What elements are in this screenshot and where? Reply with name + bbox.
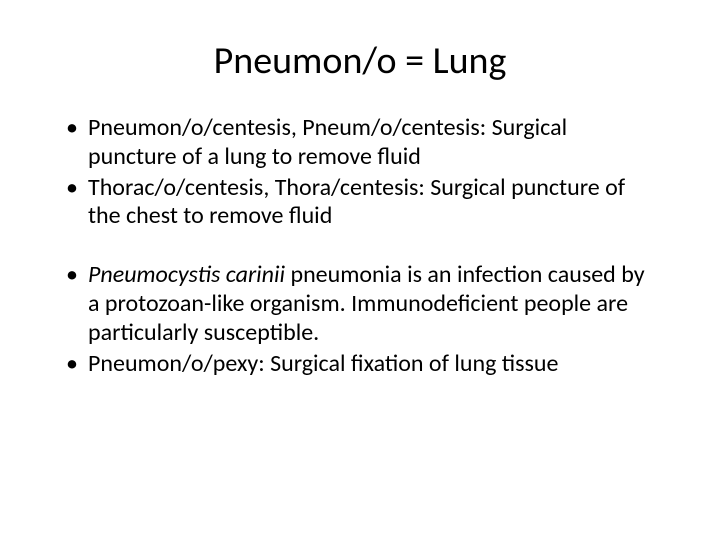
list-item: Thorac/o/centesis, Thora/centesis: Surgi… (60, 174, 660, 232)
italic-text: Pneumocystis carinii (88, 260, 285, 289)
list-item: Pneumon/o/pexy: Surgical fixation of lun… (60, 350, 660, 379)
slide-title: Pneumon/o = Lung (60, 38, 660, 84)
list-item: Pneumon/o/centesis, Pneum/o/centesis: Su… (60, 114, 660, 172)
list-item: Pneumocystis carinii pneumonia is an inf… (60, 261, 660, 347)
spacer (60, 233, 660, 261)
bullet-list: Pneumocystis carinii pneumonia is an inf… (60, 261, 660, 378)
bullet-list: Pneumon/o/centesis, Pneum/o/centesis: Su… (60, 114, 660, 231)
